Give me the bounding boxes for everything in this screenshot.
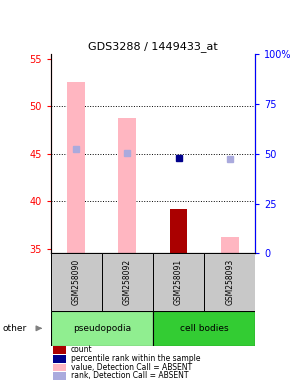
Text: GSM258092: GSM258092 (123, 259, 132, 305)
Bar (221, 237, 239, 253)
Text: rank, Detection Call = ABSENT: rank, Detection Call = ABSENT (71, 371, 188, 380)
Bar (170, 209, 187, 253)
Bar (119, 118, 136, 253)
Title: GDS3288 / 1449433_at: GDS3288 / 1449433_at (88, 41, 218, 53)
Bar (51, 253, 102, 311)
Text: value, Detection Call = ABSENT: value, Detection Call = ABSENT (71, 363, 192, 372)
Text: GSM258090: GSM258090 (72, 259, 81, 305)
Bar (53, 372, 66, 380)
Bar (53, 355, 66, 363)
Bar (67, 82, 85, 253)
Bar (153, 311, 255, 346)
Bar (53, 364, 66, 371)
Bar (102, 253, 153, 311)
Bar (53, 346, 66, 354)
Bar (204, 253, 255, 311)
Bar (51, 311, 153, 346)
Text: cell bodies: cell bodies (180, 324, 229, 333)
Bar (153, 253, 204, 311)
Text: percentile rank within the sample: percentile rank within the sample (71, 354, 201, 363)
Text: other: other (3, 324, 27, 333)
Text: count: count (71, 346, 93, 354)
Text: GSM258093: GSM258093 (225, 259, 234, 305)
Text: GSM258091: GSM258091 (174, 259, 183, 305)
Text: pseudopodia: pseudopodia (73, 324, 131, 333)
